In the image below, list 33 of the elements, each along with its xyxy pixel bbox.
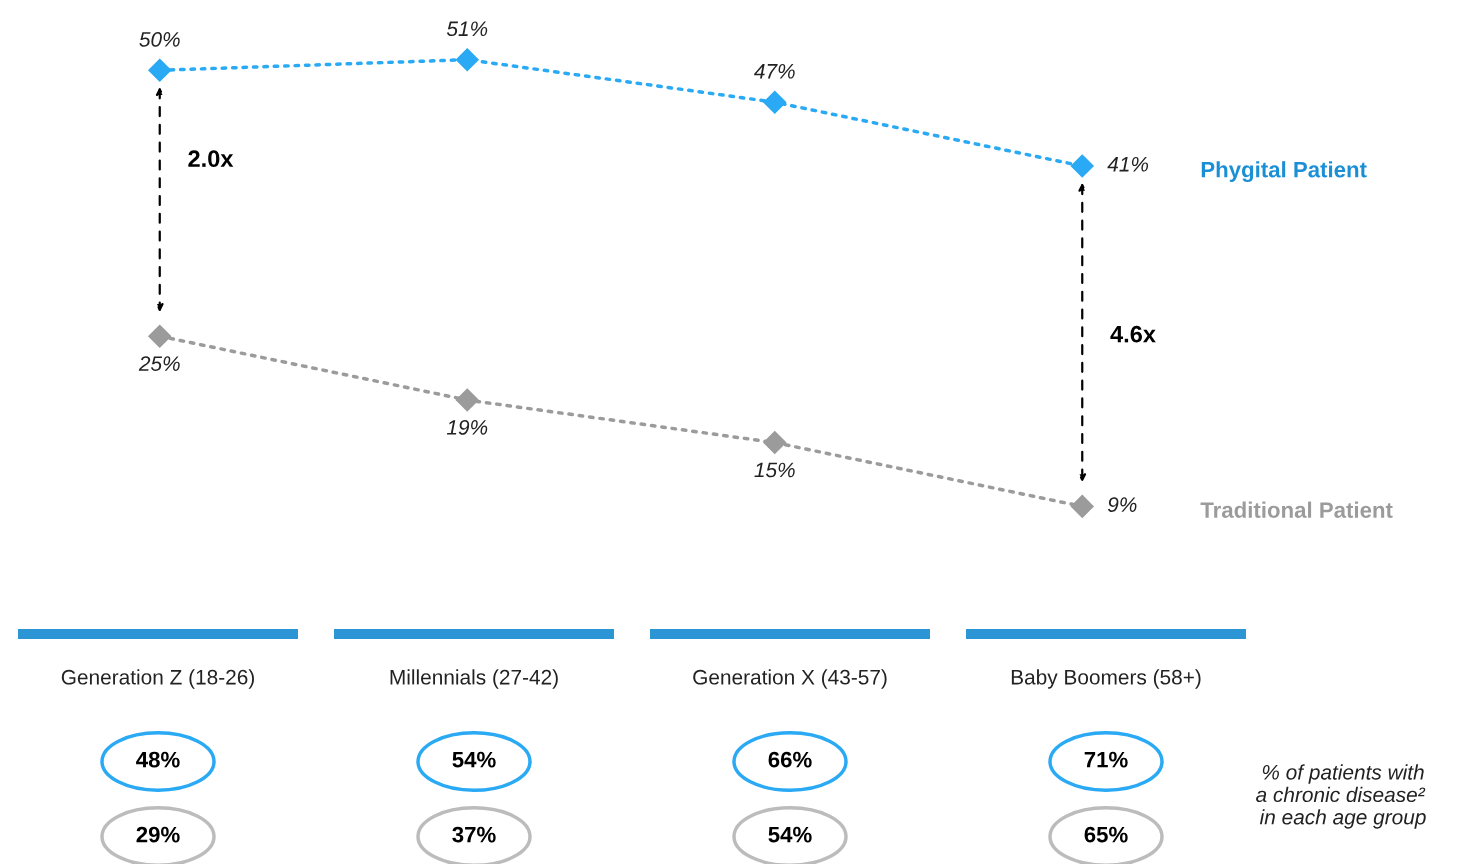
data-label: 37%	[452, 826, 496, 843]
data-label: 48%	[136, 751, 180, 768]
point	[148, 324, 172, 348]
point	[148, 58, 172, 82]
point	[455, 48, 479, 72]
data-label: 41%	[1107, 156, 1149, 172]
data-label: 29%	[136, 826, 180, 843]
data-label: 66%	[768, 751, 812, 768]
data-label: 19%	[446, 420, 488, 435]
data-label: 25%	[138, 356, 180, 371]
data-label: 47%	[754, 63, 795, 79]
point	[1070, 494, 1094, 518]
data-label: 71%	[1084, 751, 1128, 768]
annotation: 2.0x	[188, 150, 234, 168]
data-label: 54%	[452, 751, 496, 768]
annotation: 4.6x	[1110, 325, 1156, 343]
text: % of patients with a chronic disease² in each age group	[1256, 764, 1426, 829]
point	[1070, 154, 1094, 178]
category-label: Generation Z (18-26)	[61, 669, 254, 689]
data-label: 54%	[768, 826, 812, 843]
category-label: Generation X (43-57)	[693, 669, 887, 689]
point	[763, 431, 787, 455]
point	[763, 90, 787, 114]
text: Phygital Patient	[1201, 161, 1367, 182]
text: Traditional Patient	[1200, 501, 1393, 518]
data-label: 9%	[1107, 497, 1137, 512]
data-label: 51%	[446, 21, 488, 37]
data-label: 15%	[754, 462, 795, 478]
data-label: 65%	[1084, 826, 1128, 843]
point	[455, 388, 479, 412]
data-label: 50%	[139, 31, 180, 47]
category-label: Millennials (27-42)	[390, 669, 558, 689]
category-label: Baby Boomers (58+)	[1011, 669, 1201, 689]
